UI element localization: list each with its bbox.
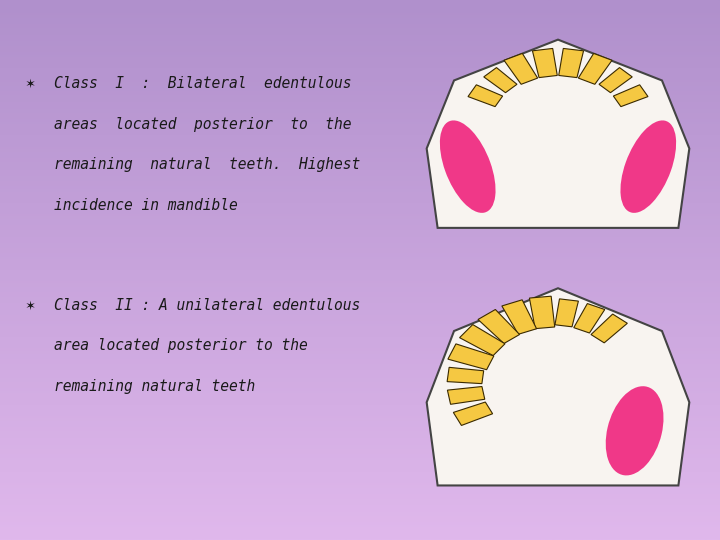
Polygon shape <box>599 68 632 93</box>
Polygon shape <box>478 309 520 343</box>
Text: ✶: ✶ <box>25 76 35 91</box>
Polygon shape <box>468 85 503 106</box>
Polygon shape <box>454 402 492 426</box>
Polygon shape <box>459 325 505 355</box>
Ellipse shape <box>606 386 664 475</box>
Polygon shape <box>504 53 538 84</box>
Polygon shape <box>427 39 689 228</box>
Text: area located posterior to the: area located posterior to the <box>54 338 307 353</box>
Text: incidence in mandible: incidence in mandible <box>54 198 238 213</box>
Polygon shape <box>447 367 484 383</box>
Polygon shape <box>555 299 578 327</box>
Polygon shape <box>559 49 584 78</box>
Polygon shape <box>427 288 689 485</box>
Polygon shape <box>613 85 648 106</box>
Text: remaining natural teeth: remaining natural teeth <box>54 379 256 394</box>
Text: Class  II : A unilateral edentulous: Class II : A unilateral edentulous <box>54 298 360 313</box>
Polygon shape <box>502 300 536 334</box>
Polygon shape <box>578 53 612 84</box>
Polygon shape <box>529 296 554 329</box>
Polygon shape <box>448 344 494 370</box>
Polygon shape <box>484 68 517 93</box>
Polygon shape <box>447 387 485 404</box>
Text: Class  I  :  Bilateral  edentulous: Class I : Bilateral edentulous <box>54 76 351 91</box>
Polygon shape <box>574 303 605 333</box>
Text: areas  located  posterior  to  the: areas located posterior to the <box>54 117 351 132</box>
Polygon shape <box>532 49 557 78</box>
Ellipse shape <box>440 120 495 213</box>
Polygon shape <box>591 314 627 343</box>
Text: ✶: ✶ <box>25 298 35 313</box>
Ellipse shape <box>621 120 676 213</box>
Text: remaining  natural  teeth.  Highest: remaining natural teeth. Highest <box>54 157 360 172</box>
